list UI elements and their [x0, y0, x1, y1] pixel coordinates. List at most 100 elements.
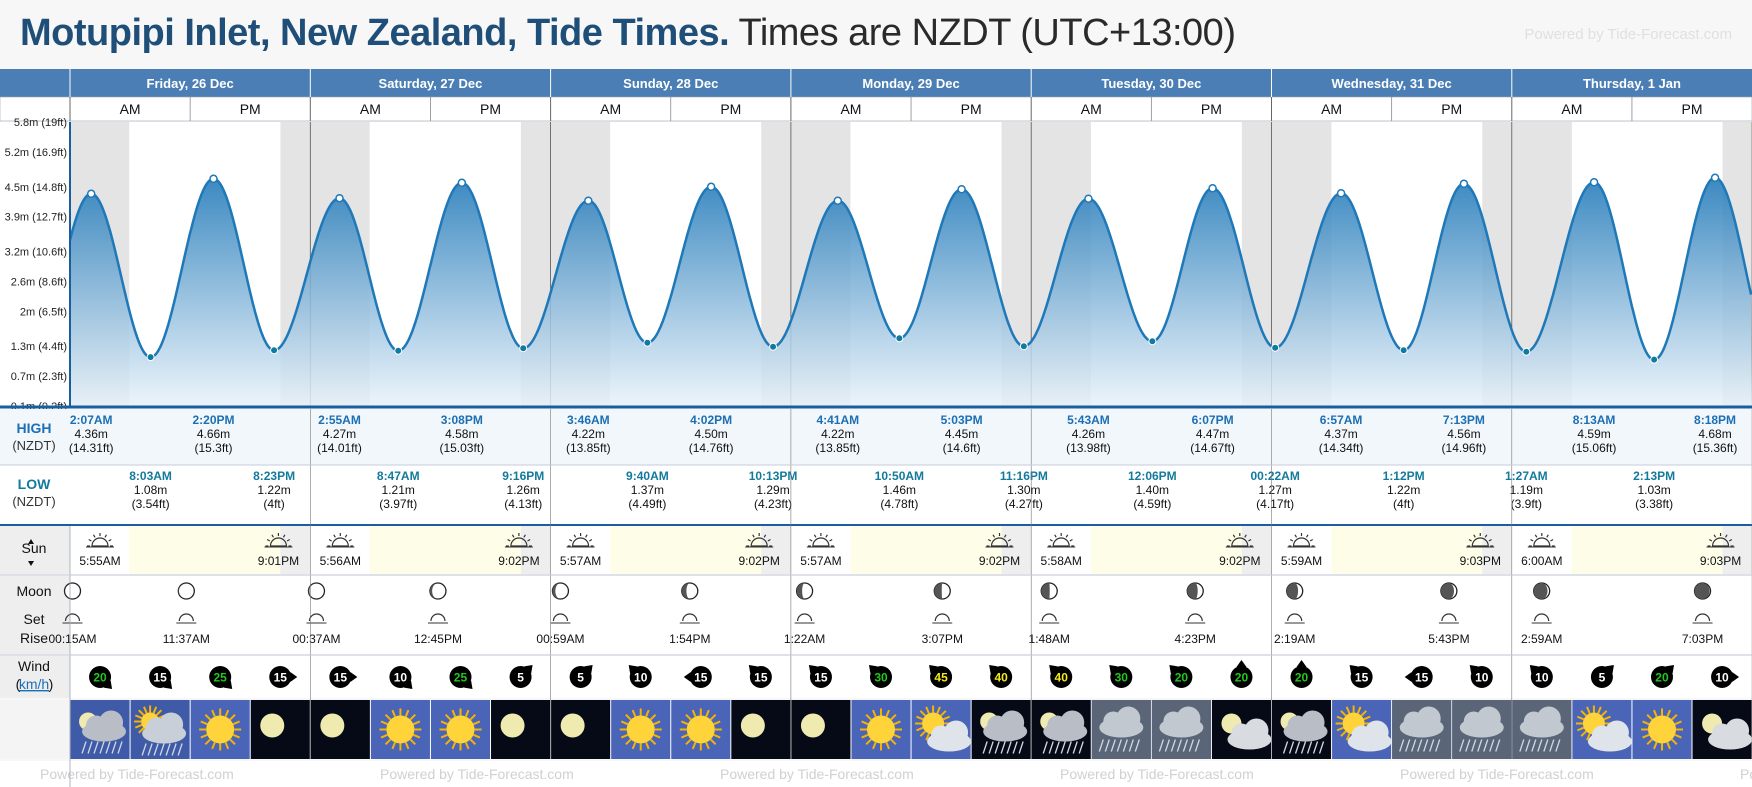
sun-disc [1533, 537, 1551, 547]
wind-speed: 10 [1475, 671, 1489, 685]
wind-speed: 20 [1295, 671, 1309, 685]
pm-label: PM [240, 101, 261, 117]
sunrise-time: 6:00AM [1521, 554, 1562, 568]
wind-unit-link[interactable]: km/h [19, 676, 49, 692]
moonrise-icon [1284, 613, 1305, 624]
high-tide-time: 7:13PM [1443, 413, 1485, 427]
rain-drop [1405, 739, 1411, 752]
wind-speed: 15 [754, 671, 768, 685]
cloud-puff [1476, 706, 1501, 731]
sunset-icon [1466, 533, 1495, 548]
low-tide-time: 9:40AM [626, 469, 669, 483]
sun-ray [1336, 726, 1344, 732]
weather-moon-clear-icon [250, 700, 310, 759]
moonrise-icon [679, 613, 700, 624]
low-tide-point [270, 346, 279, 355]
high-tide-point [706, 182, 716, 192]
rain-drop [1006, 741, 1012, 754]
wind-speed: 25 [454, 671, 468, 685]
wind-speed: 15 [334, 671, 348, 685]
powered-by-label: Powered by Tide-Forecast.com [1524, 26, 1732, 43]
sun-ray [211, 742, 216, 750]
moon-phase-icon [1186, 582, 1204, 600]
wind-speed: 15 [274, 671, 288, 685]
low-tide-time: 8:23PM [253, 469, 295, 483]
sun-ray [825, 534, 828, 538]
low-tide-point [895, 334, 904, 343]
rain-drop [1489, 739, 1495, 752]
sun-ray [685, 713, 692, 721]
moonrise-icon [62, 613, 83, 624]
wind-arrow-icon [1109, 664, 1133, 688]
sun-core [867, 715, 896, 744]
sun-ray [328, 538, 332, 542]
cloud-puff [1416, 706, 1441, 731]
high-tide-time: 6:57AM [1320, 413, 1363, 427]
sun-ray [1671, 738, 1678, 746]
high-tide-point [86, 189, 96, 198]
rain-drop [1042, 741, 1048, 754]
moon-core [560, 713, 585, 738]
high-tide-point [1208, 184, 1217, 193]
sun-ray [134, 714, 143, 719]
moonrise-icon [1185, 613, 1206, 624]
moon-shadow [681, 583, 690, 599]
footer-powered-label: Powered by Tide-Forecast.com [1400, 766, 1594, 782]
sun-ray [625, 738, 632, 746]
wind-arrow-head [628, 664, 638, 674]
sun-ray [1586, 733, 1591, 741]
moon-event-time: 11:37AM [163, 632, 210, 646]
sun-night-cell [1241, 526, 1272, 574]
wind-speed: 5 [517, 671, 524, 685]
sun-disc [1052, 537, 1070, 547]
am-label: AM [840, 101, 861, 117]
wind-arrow-head [403, 680, 413, 690]
wind-arrow-head [524, 664, 533, 674]
sun-ray [384, 738, 392, 746]
sun-ray [1049, 538, 1053, 542]
moon-phase-icon [551, 582, 570, 600]
wind-arrow-head [868, 664, 878, 674]
sun-ray [1646, 738, 1653, 746]
day-label: Friday, 26 Dec [147, 76, 234, 91]
rain-drop [1288, 741, 1295, 754]
moonrise-icon [550, 613, 571, 624]
wind-arrow-icon [1290, 660, 1313, 688]
weather-moon-cloud-icon [1211, 700, 1272, 759]
rain-drop [1128, 739, 1134, 752]
moon-shadow [1041, 583, 1050, 599]
sun-ray [333, 534, 336, 538]
sun-disc [571, 537, 590, 547]
rain-drop [87, 741, 93, 754]
moon-set-label: Set [23, 611, 44, 627]
high-tide-time: 5:03PM [941, 413, 983, 427]
weather-sun-cloud-icon [911, 700, 972, 759]
wind-arrow-icon [389, 666, 413, 690]
sun-core [1647, 715, 1676, 744]
weather-moon-clear-icon [551, 700, 611, 759]
sun-ray [511, 534, 515, 538]
sun-ray [451, 742, 457, 750]
sun-ray [404, 742, 410, 750]
wind-disc [1711, 666, 1734, 688]
wind-arrow-icon [1049, 664, 1073, 688]
sun-ray [925, 706, 930, 714]
sun-ray [573, 534, 577, 538]
pm-label: PM [480, 101, 501, 117]
sun-ray [1305, 534, 1309, 538]
wind-arrow-head [464, 680, 473, 690]
rain-drop [81, 741, 87, 754]
high-tide-feet: (14.67ft) [1190, 441, 1235, 455]
sun-ray [384, 713, 392, 721]
moonrise-icon [1438, 613, 1459, 624]
sun-ray [1363, 715, 1371, 721]
weather-moon-cloud-rain-icon [971, 700, 1031, 759]
moon-arc [796, 613, 813, 622]
moon-arc [64, 613, 81, 622]
sunrise-icon [1527, 533, 1556, 548]
wind-arrow-icon [89, 666, 113, 690]
rain-drop [147, 743, 153, 756]
wind-speed: 15 [814, 671, 828, 685]
sun-ray [1666, 709, 1671, 717]
